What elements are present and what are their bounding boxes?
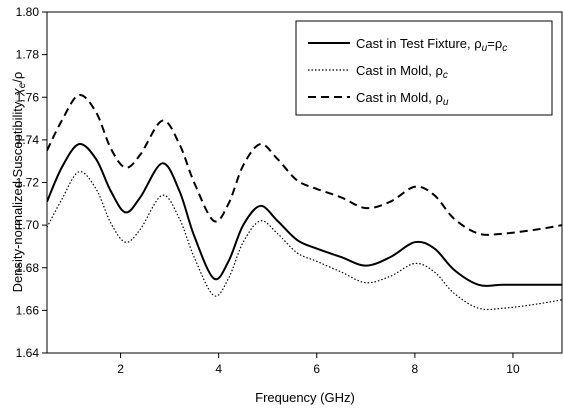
y-axis-label-slash: / <box>10 79 25 83</box>
series-group <box>47 94 562 311</box>
x-tick-label: 2 <box>117 362 124 376</box>
y-tick-label: 1.74 <box>16 133 40 147</box>
x-tick-label: 8 <box>412 362 419 376</box>
y-axis-label-rho: ρ <box>10 72 25 79</box>
y-tick-label: 1.78 <box>16 48 40 62</box>
y-tick-label: 1.66 <box>16 303 40 317</box>
tick-group: 2 4 6 8 10 1.64 1.66 1.68 1.70 1.72 1.74 1.76 1.78 1.… <box>16 5 520 376</box>
y-axis-label-chi: χ <box>10 87 25 96</box>
legend-entry-1: Cast in Test Fixture, ρu=ρc <box>356 36 507 54</box>
y-axis-label: Density-normalized Susceptibility, χe/ρ <box>10 72 28 293</box>
x-tick-label: 6 <box>313 362 320 376</box>
x-tick-label: 10 <box>506 362 520 376</box>
legend-entry-3: Cast in Mold, ρu <box>356 90 449 108</box>
y-tick-label: 1.68 <box>16 261 40 275</box>
y-axis-label-prefix: Density-normalized Susceptibility, <box>10 95 25 292</box>
y-axis-label-sub: e <box>17 82 28 88</box>
x-tick-label: 4 <box>215 362 222 376</box>
legend-entry-2: Cast in Mold, ρc <box>356 63 448 81</box>
y-tick-label: 1.70 <box>16 218 40 232</box>
legend: Cast in Test Fixture, ρu=ρc Cast in Mold… <box>295 20 553 116</box>
y-tick-label: 1.72 <box>16 176 40 190</box>
y-tick-label: 1.76 <box>16 90 40 104</box>
legend-box <box>295 20 553 116</box>
series-line-dashed <box>47 94 562 236</box>
series-line-solid <box>47 143 562 287</box>
x-axis-label: Frequency (GHz) <box>255 390 355 405</box>
y-tick-label: 1.64 <box>16 346 40 360</box>
y-tick-label: 1.80 <box>16 5 40 19</box>
